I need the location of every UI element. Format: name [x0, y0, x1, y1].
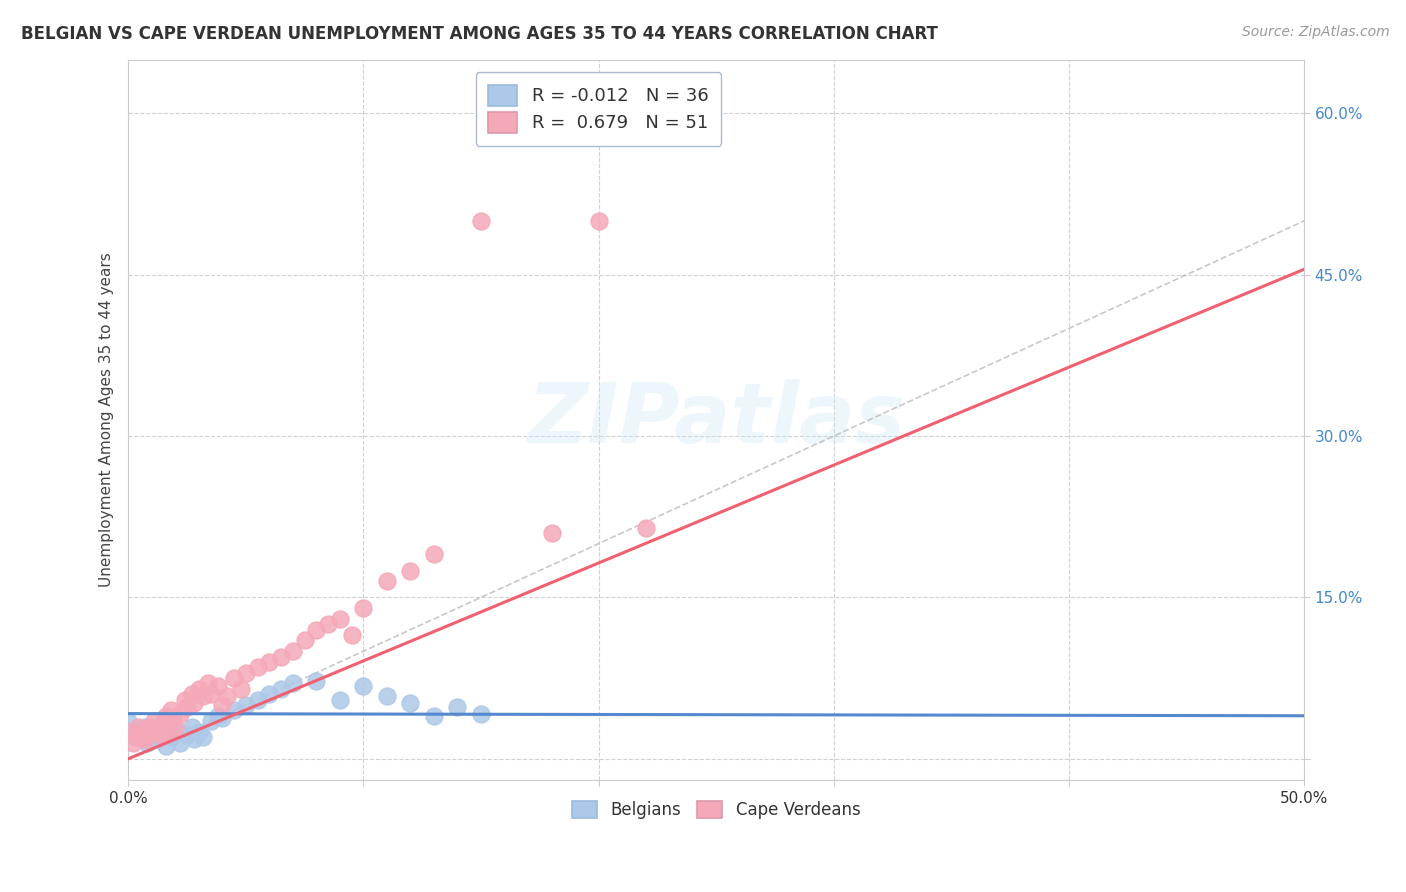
Point: [159, 731, 181, 745]
Text: ZIPatlas: ZIPatlas: [527, 379, 905, 460]
Point: [470, 214, 492, 228]
Point: [150, 728, 173, 742]
Point: [183, 732, 205, 747]
Point: [294, 633, 316, 648]
Point: [588, 214, 610, 228]
Point: [129, 725, 152, 739]
Point: [152, 722, 174, 736]
Point: [165, 719, 187, 733]
Point: [173, 692, 195, 706]
Point: [155, 739, 177, 753]
Point: [162, 711, 184, 725]
Point: [159, 703, 181, 717]
Point: [246, 660, 269, 674]
Point: [136, 728, 159, 742]
Point: [148, 719, 170, 733]
Point: [215, 690, 238, 704]
Point: [423, 708, 446, 723]
Point: [235, 698, 257, 712]
Point: [176, 728, 198, 742]
Point: [352, 601, 374, 615]
Point: [246, 692, 269, 706]
Point: [152, 714, 174, 728]
Point: [145, 732, 167, 747]
Point: [634, 520, 657, 534]
Point: [329, 692, 352, 706]
Point: [187, 725, 209, 739]
Point: [145, 722, 167, 736]
Point: [229, 681, 252, 696]
Point: [316, 617, 339, 632]
Point: [162, 719, 184, 733]
Point: [193, 731, 215, 745]
Point: [200, 714, 222, 728]
Point: [305, 674, 328, 689]
Point: [211, 711, 233, 725]
Point: [235, 665, 257, 680]
Point: [122, 736, 145, 750]
Y-axis label: Unemployment Among Ages 35 to 44 years: Unemployment Among Ages 35 to 44 years: [100, 252, 114, 587]
Point: [141, 725, 163, 739]
Point: [281, 676, 304, 690]
Point: [148, 728, 170, 742]
Point: [200, 687, 222, 701]
Legend: Belgians, Cape Verdeans: Belgians, Cape Verdeans: [565, 795, 868, 826]
Point: [117, 725, 139, 739]
Point: [180, 687, 202, 701]
Point: [207, 679, 229, 693]
Point: [193, 690, 215, 704]
Point: [169, 736, 191, 750]
Point: [134, 732, 156, 747]
Point: [207, 708, 229, 723]
Point: [155, 708, 177, 723]
Point: [141, 725, 163, 739]
Point: [270, 681, 292, 696]
Point: [399, 564, 422, 578]
Text: Source: ZipAtlas.com: Source: ZipAtlas.com: [1241, 25, 1389, 39]
Point: [134, 719, 156, 733]
Point: [340, 628, 363, 642]
Point: [329, 612, 352, 626]
Point: [136, 736, 159, 750]
Point: [375, 574, 398, 589]
Point: [131, 725, 153, 739]
Point: [222, 703, 245, 717]
Point: [165, 725, 187, 739]
Point: [470, 706, 492, 721]
Point: [176, 700, 198, 714]
Point: [305, 623, 328, 637]
Point: [222, 671, 245, 685]
Point: [117, 714, 139, 728]
Point: [138, 719, 160, 733]
Point: [197, 676, 219, 690]
Point: [169, 706, 191, 721]
Point: [143, 714, 166, 728]
Point: [127, 719, 149, 733]
Point: [281, 644, 304, 658]
Point: [399, 696, 422, 710]
Point: [446, 700, 468, 714]
Text: BELGIAN VS CAPE VERDEAN UNEMPLOYMENT AMONG AGES 35 TO 44 YEARS CORRELATION CHART: BELGIAN VS CAPE VERDEAN UNEMPLOYMENT AMO…: [21, 25, 938, 43]
Point: [183, 696, 205, 710]
Point: [157, 725, 180, 739]
Point: [129, 731, 152, 745]
Point: [540, 525, 562, 540]
Point: [124, 731, 146, 745]
Point: [187, 681, 209, 696]
Point: [180, 719, 202, 733]
Point: [423, 548, 446, 562]
Point: [352, 679, 374, 693]
Point: [270, 649, 292, 664]
Point: [259, 655, 281, 669]
Point: [211, 698, 233, 712]
Point: [259, 687, 281, 701]
Point: [375, 690, 398, 704]
